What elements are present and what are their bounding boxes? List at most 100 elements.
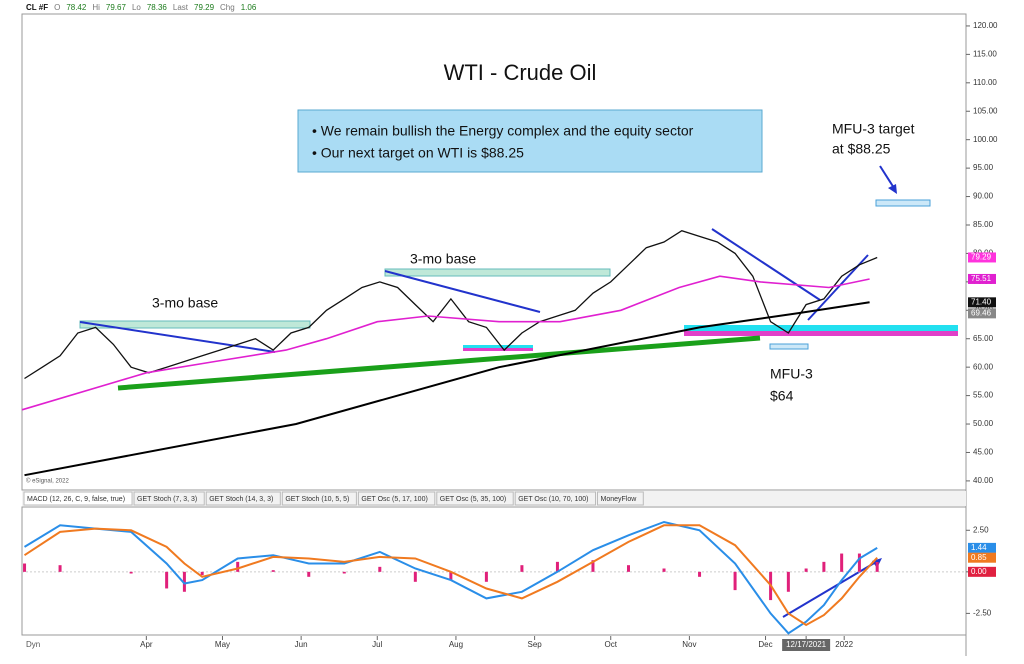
tab-label: GET Stoch (7, 3, 3) xyxy=(137,496,197,503)
value-flag-label: 1.44 xyxy=(971,543,987,552)
value-flag-label: 75.51 xyxy=(971,274,992,283)
tab[interactable] xyxy=(357,491,436,506)
trendline xyxy=(711,228,821,301)
y-tick-label: 105.00 xyxy=(973,106,998,115)
y-tick-label: 60.00 xyxy=(973,362,994,371)
tab-label: MoneyFlow xyxy=(601,496,638,503)
x-tick-label: Nov xyxy=(682,640,696,649)
y-tick-label: 40.00 xyxy=(973,476,994,485)
annotation: 3-mo base xyxy=(152,295,218,311)
trendline xyxy=(384,270,541,313)
support-box xyxy=(684,331,958,336)
y-tick-label: 45.00 xyxy=(973,448,994,457)
annotation: MFU-3 xyxy=(770,366,813,382)
price-line xyxy=(24,229,878,380)
x-tick-label: Aug xyxy=(449,640,463,649)
value-flag-label: 0.00 xyxy=(971,567,987,576)
copyright: © eSignal, 2022 xyxy=(26,478,69,485)
y-tick-label: 50.00 xyxy=(973,419,994,428)
support-box xyxy=(463,345,533,348)
tab-label: GET Osc (5, 17, 100) xyxy=(361,496,427,503)
value-flag xyxy=(968,252,996,263)
value-flag xyxy=(968,552,996,563)
histogram-bar xyxy=(591,560,595,572)
histogram-bar xyxy=(822,561,826,572)
annotation: 3-mo base xyxy=(410,251,476,267)
x-tick-label: Apr xyxy=(140,640,153,649)
header-value: 78.36 xyxy=(147,3,168,12)
chart-title: WTI - Crude Oil xyxy=(444,60,597,85)
x-tick-label: Sep xyxy=(527,640,542,649)
annotation: $64 xyxy=(770,388,794,404)
annotation: at $88.25 xyxy=(832,141,891,157)
histogram-bar xyxy=(733,571,737,591)
tab[interactable] xyxy=(23,491,133,506)
y-tick-label: 95.00 xyxy=(973,163,994,172)
value-flag xyxy=(968,566,996,577)
tab[interactable] xyxy=(281,491,357,506)
histogram-bar xyxy=(129,571,133,574)
histogram-bar xyxy=(342,571,346,574)
y-tick-label: 100.00 xyxy=(973,135,998,144)
histogram-bar xyxy=(786,571,790,592)
histogram-bar xyxy=(200,571,204,576)
value-flag-label: 79.29 xyxy=(971,253,992,262)
header-value: CL #F xyxy=(26,3,48,12)
x-tick-label: Jun xyxy=(295,640,308,649)
y-tick-label: 90.00 xyxy=(973,192,994,201)
tab[interactable] xyxy=(133,491,205,506)
x-tick-label: Dec xyxy=(758,640,772,649)
histogram-bar xyxy=(236,561,240,572)
annotation: MFU-3 target xyxy=(832,121,915,137)
tabs: MACD (12, 26, C, 9, false, true) GET Stoc… xyxy=(23,491,644,506)
tab[interactable] xyxy=(514,491,596,506)
header-label: Hi xyxy=(92,3,100,12)
histogram-bar xyxy=(804,568,808,572)
histogram-bar xyxy=(449,571,453,581)
histogram-bar xyxy=(662,568,666,572)
support-box xyxy=(463,348,533,351)
histogram-bar xyxy=(165,571,169,589)
header-label: Chg xyxy=(220,3,235,12)
price-line xyxy=(21,275,870,411)
tab-label: GET Osc (5, 35, 100) xyxy=(440,496,506,503)
value-flag xyxy=(968,273,996,284)
x-tick-label: 2022 xyxy=(835,640,853,649)
header-value: 79.29 xyxy=(194,3,215,12)
histogram-bar xyxy=(182,571,186,592)
tab-label: GET Stoch (14, 3, 3) xyxy=(209,496,273,503)
tab[interactable] xyxy=(205,491,281,506)
trendline xyxy=(79,321,276,353)
header-value: 79.67 xyxy=(106,3,127,12)
x-tick-label: Jul xyxy=(372,640,382,649)
y-tick-label: 85.00 xyxy=(973,220,994,229)
value-flag-label: 71.40 xyxy=(971,297,992,306)
arrow-head xyxy=(888,184,897,194)
y-tick-label: -2.50 xyxy=(973,608,992,617)
histogram-bar xyxy=(413,571,417,582)
mfu-box xyxy=(769,343,809,350)
base-box xyxy=(79,320,311,329)
y-tick-label: 110.00 xyxy=(973,78,997,87)
tab-label: GET Stoch (10, 5, 5) xyxy=(285,496,349,503)
base-box xyxy=(384,268,611,277)
tab[interactable] xyxy=(436,491,514,506)
value-flag xyxy=(968,297,996,308)
histogram-bar xyxy=(840,553,844,572)
histogram-bar xyxy=(626,565,630,572)
histogram-bar xyxy=(307,571,311,577)
y-tick-label: 65.00 xyxy=(973,334,994,343)
y-tick-label: 2.50 xyxy=(973,525,989,534)
header-label: Last xyxy=(173,3,189,12)
header-value: 1.06 xyxy=(241,3,257,12)
histogram-bar xyxy=(378,566,382,572)
trendline xyxy=(117,335,761,391)
y-tick-label: 115.00 xyxy=(973,49,997,58)
arrow xyxy=(879,165,895,189)
tab[interactable] xyxy=(597,491,644,506)
axis-corner: Dyn xyxy=(26,640,40,649)
x-tick-label: May xyxy=(215,640,230,649)
y-tick-label: 120.00 xyxy=(973,21,998,30)
note: • We remain bullish the Energy complex a… xyxy=(312,123,694,139)
